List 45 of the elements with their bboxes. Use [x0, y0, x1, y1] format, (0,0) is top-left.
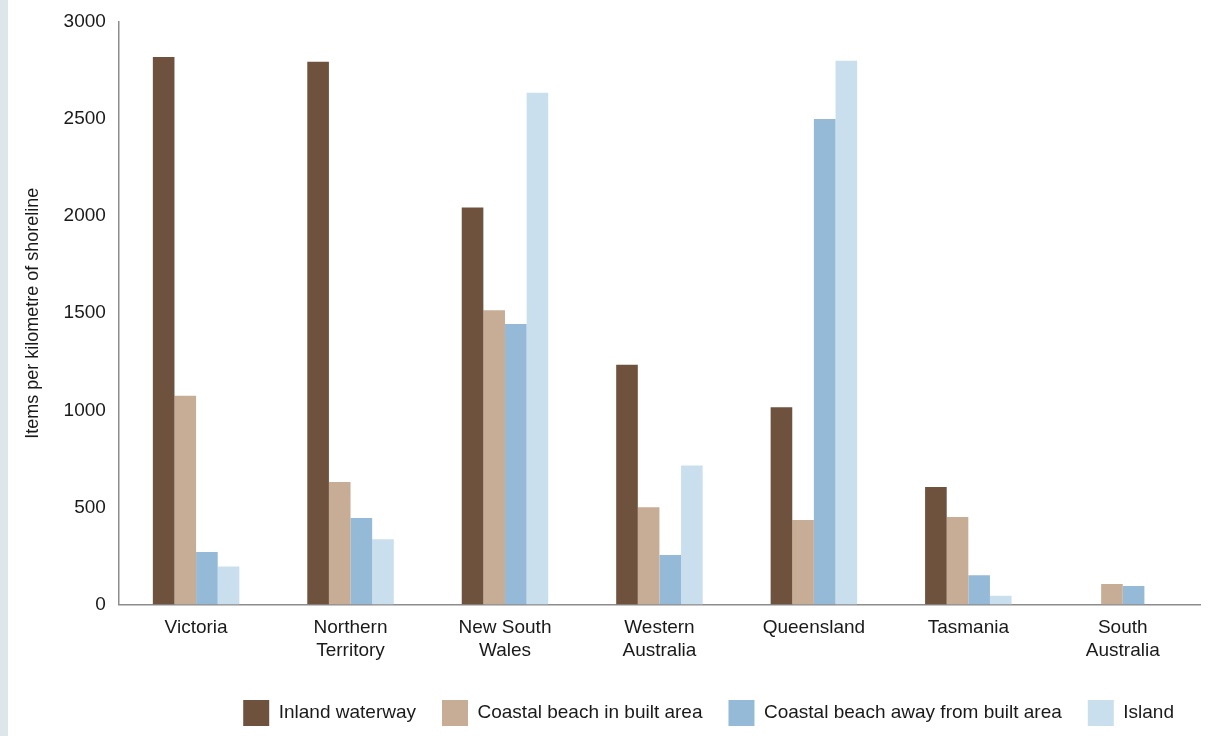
legend-label: Coastal beach away from built area [763, 701, 1063, 723]
bar [616, 364, 638, 605]
bar [946, 517, 969, 605]
y-tick-label: 0 [95, 592, 106, 614]
bar [217, 566, 240, 605]
bar [152, 56, 175, 605]
bar [968, 575, 990, 605]
bar [637, 507, 660, 605]
bar [174, 395, 197, 605]
bar [792, 519, 814, 605]
legend-label: Coastal beach in built area [477, 701, 703, 723]
bar [307, 61, 329, 605]
bar [461, 207, 484, 605]
y-tick-label: 500 [74, 495, 106, 517]
bar [372, 539, 394, 605]
bar [196, 551, 218, 605]
legend-label: Island [1123, 701, 1174, 723]
bar [328, 482, 351, 605]
x-tick-label: Tasmania [927, 616, 1010, 638]
x-tick-label: Northern Territory [313, 616, 388, 660]
y-tick-label: 3000 [63, 10, 106, 32]
bar [1101, 584, 1123, 605]
bar [835, 60, 858, 605]
bar [770, 407, 793, 605]
y-tick-label: 1000 [63, 398, 106, 420]
y-tick-label: 1500 [63, 301, 106, 323]
bar [989, 595, 1012, 605]
bar [681, 465, 703, 605]
x-tick-label: New South Wales [458, 616, 552, 660]
x-tick-label: South Australia [1085, 616, 1161, 660]
y-axis-title: Items per kilometre of shoreline [21, 187, 42, 439]
y-tick-label: 2500 [63, 107, 106, 129]
bar [925, 486, 947, 605]
bar [483, 310, 505, 605]
bar [813, 119, 836, 605]
bar [526, 92, 549, 605]
x-tick-label: Western Australia [622, 616, 697, 660]
legend-label: Inland waterway [278, 701, 417, 723]
bar [350, 518, 373, 605]
bar [1122, 585, 1145, 605]
bar [659, 554, 682, 605]
x-tick-label: Victoria [164, 616, 229, 638]
bar [504, 323, 527, 605]
y-tick-label: 2000 [63, 204, 106, 226]
x-tick-label: Queensland [762, 616, 866, 638]
